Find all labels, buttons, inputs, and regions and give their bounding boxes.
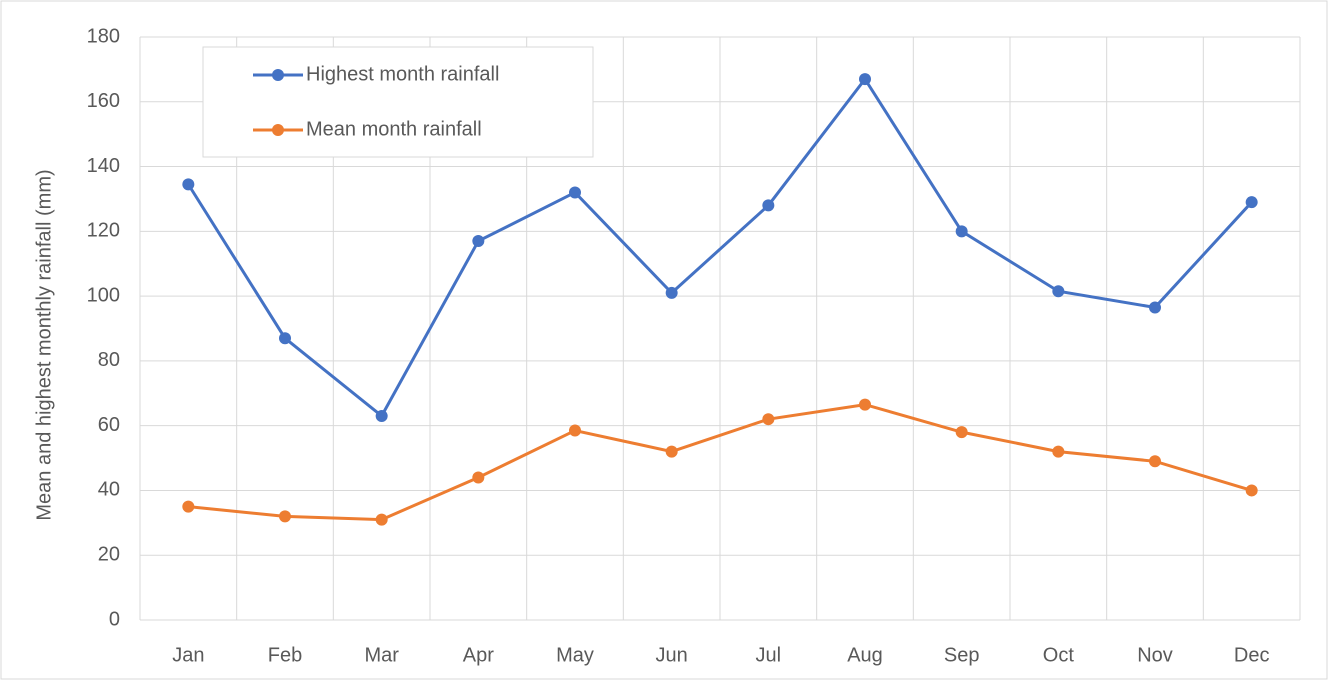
- data-point: [182, 178, 195, 191]
- x-tick-label: Dec: [1234, 644, 1270, 666]
- y-tick-label: 120: [87, 220, 120, 242]
- x-tick-label: Aug: [847, 644, 883, 666]
- data-point: [859, 73, 871, 86]
- y-tick-label: 20: [98, 544, 120, 566]
- y-axis-label: Mean and highest monthly rainfall (mm): [33, 169, 55, 520]
- x-tick-label: Mar: [364, 644, 399, 666]
- data-point: [279, 332, 291, 345]
- series-line: [188, 403, 1253, 522]
- legend-box: [202, 46, 594, 158]
- y-tick-label: 140: [87, 155, 120, 177]
- y-tick-label: 100: [87, 284, 120, 306]
- x-tick-label: Apr: [463, 644, 494, 666]
- series-line: [187, 76, 1253, 419]
- x-tick-label: Oct: [1043, 644, 1075, 666]
- data-point: [375, 513, 388, 526]
- data-point: [182, 500, 195, 513]
- y-tick-label: 40: [98, 479, 120, 501]
- data-point: [762, 199, 775, 212]
- x-tick-label: May: [556, 644, 594, 666]
- data-point: [279, 510, 291, 523]
- legend-swatch-marker: [272, 69, 284, 81]
- legend-swatch-marker: [272, 124, 284, 136]
- data-point: [472, 471, 485, 484]
- x-tick-label: Nov: [1137, 644, 1173, 666]
- x-tick-label: Jan: [172, 644, 204, 666]
- data-point: [1052, 445, 1065, 458]
- y-tick-label: 80: [98, 349, 120, 371]
- y-tick-label: 180: [87, 25, 120, 47]
- data-point: [1245, 484, 1258, 497]
- y-tick-label: 0: [109, 608, 120, 630]
- data-point: [1149, 301, 1161, 314]
- legend-label: Mean month rainfall: [306, 118, 482, 140]
- y-tick-label: 60: [98, 414, 120, 436]
- data-point: [665, 445, 678, 458]
- data-point: [955, 426, 968, 439]
- data-point: [375, 409, 388, 422]
- data-point: [1052, 285, 1065, 298]
- data-point: [762, 413, 775, 426]
- data-point: [472, 235, 485, 248]
- data-point: [859, 398, 871, 411]
- legend: Highest month rainfall Mean month rainfal…: [202, 46, 594, 158]
- x-tick-label: Jul: [756, 644, 782, 666]
- x-tick-label: Sep: [944, 644, 980, 666]
- data-point: [665, 286, 678, 299]
- y-tick-label: 160: [87, 90, 120, 112]
- data-point: [1245, 196, 1258, 209]
- data-point: [955, 225, 968, 238]
- legend-label: Highest month rainfall: [306, 63, 499, 85]
- data-point: [1149, 455, 1161, 468]
- data-point: [569, 186, 581, 199]
- data-point: [569, 424, 581, 437]
- x-tick-label: Feb: [268, 644, 302, 666]
- x-tick-label: Jun: [656, 644, 688, 666]
